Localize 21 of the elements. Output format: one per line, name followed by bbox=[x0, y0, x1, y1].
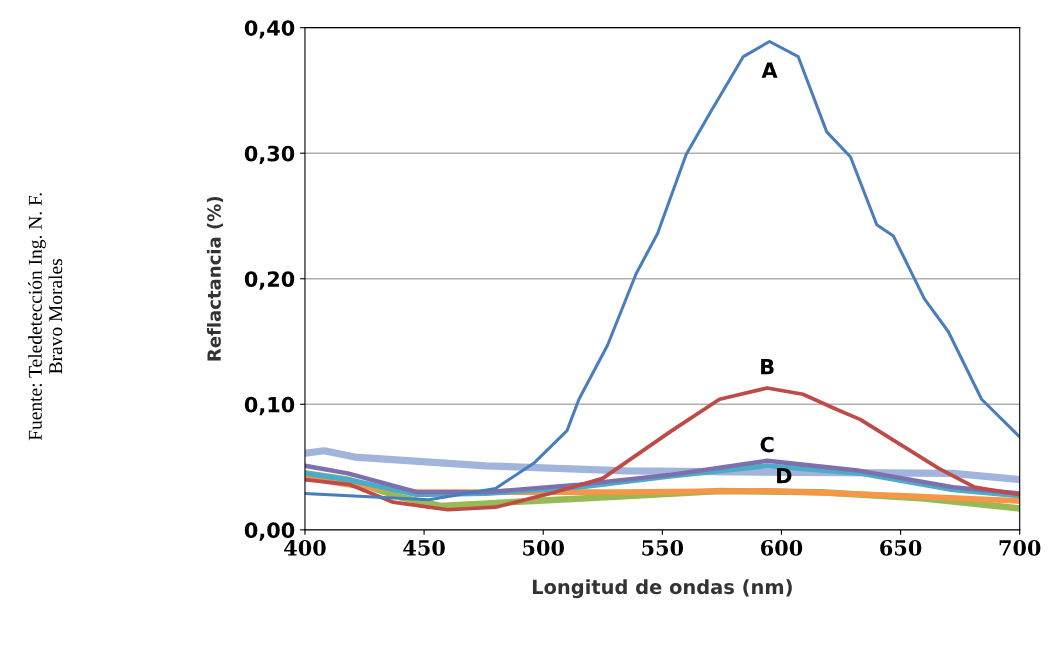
y-tick-label: 0,20 bbox=[244, 271, 295, 290]
source-note: Fuente: Teledetección Ing. N. F. Bravo Morales bbox=[28, 193, 63, 441]
series-label: B bbox=[761, 359, 774, 375]
x-tick-label: 550 bbox=[642, 539, 684, 556]
series-label: A bbox=[761, 62, 778, 78]
x-tick-label: 600 bbox=[761, 539, 803, 556]
x-tick-label: 650 bbox=[880, 539, 922, 556]
x-axis-title: Longitud de ondas (nm) bbox=[532, 579, 792, 599]
x-tick-label: 700 bbox=[999, 539, 1041, 556]
x-tick-label: 500 bbox=[523, 539, 564, 556]
x-tick-label: 400 bbox=[284, 539, 326, 556]
y-tick-label: 0,40 bbox=[244, 20, 295, 39]
x-tick-label: 450 bbox=[403, 539, 445, 556]
y-tick-label: 0,30 bbox=[244, 145, 295, 165]
y-tick-label: 0,00 bbox=[244, 522, 295, 541]
line-series bbox=[304, 39, 1020, 502]
series-label: D bbox=[777, 468, 792, 484]
y-axis-title: Reflactancia (%) bbox=[206, 196, 224, 361]
series-label: C bbox=[760, 436, 774, 453]
y-tick-label: 0,10 bbox=[244, 396, 295, 416]
line-series bbox=[304, 386, 1020, 512]
